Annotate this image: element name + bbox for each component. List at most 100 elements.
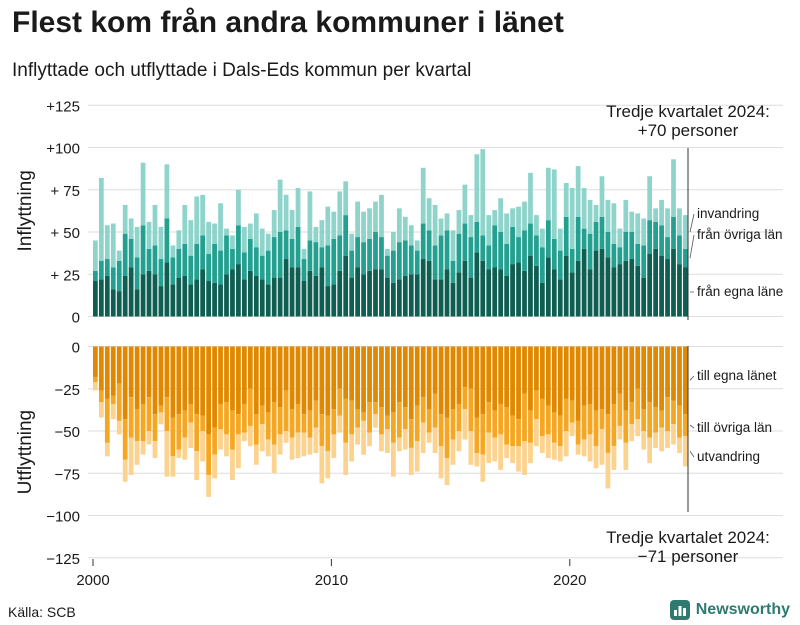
bar-segment	[140, 403, 146, 442]
bar-segment	[617, 425, 623, 440]
page-title: Flest kom från andra kommuner i länet	[12, 6, 564, 39]
bar-segment	[414, 274, 420, 317]
brand-name: Newsworthy	[695, 601, 790, 618]
bar-segment	[194, 243, 200, 280]
bar-segment	[110, 403, 116, 420]
bar-segment	[93, 270, 98, 282]
bar-segment	[93, 281, 98, 317]
bar-segment	[200, 194, 206, 236]
bar-segment	[247, 223, 253, 239]
bar-segment	[343, 398, 349, 443]
bar-segment	[319, 220, 325, 248]
bar-segment	[164, 218, 170, 263]
bar-segment	[277, 232, 283, 278]
bar-segment	[474, 154, 480, 222]
bar-segment	[563, 255, 569, 317]
bar-segment	[343, 346, 349, 399]
bar-segment	[474, 417, 480, 453]
bar-segment	[313, 346, 319, 401]
bar-segment	[277, 179, 283, 232]
bar-segment	[295, 188, 301, 227]
bar-segment	[224, 402, 229, 435]
bar-segment	[379, 194, 384, 238]
bar-segment	[170, 245, 176, 258]
bar-segment	[504, 213, 509, 244]
bar-segment	[158, 412, 164, 425]
bar-segment	[200, 269, 206, 317]
bar-segment	[522, 346, 527, 394]
bar-segment	[575, 260, 581, 317]
bar-segment	[164, 431, 170, 477]
label-leader	[689, 234, 695, 259]
bar-segment	[283, 230, 289, 260]
bar-segment	[677, 208, 682, 236]
bar-segment	[188, 403, 194, 423]
bar-segment	[146, 431, 152, 445]
bar-segment	[617, 346, 623, 394]
bar-segment	[402, 275, 408, 317]
bar-segment	[116, 250, 122, 261]
bar-segment	[623, 199, 629, 232]
bar-segment	[605, 452, 611, 489]
bar-segment	[355, 409, 360, 428]
bar-segment	[575, 346, 581, 421]
y-tick-label: + 75	[50, 183, 80, 200]
bar-segment	[653, 221, 658, 249]
bar-segment	[110, 289, 116, 317]
bar-segment	[355, 237, 360, 268]
bar-segment	[307, 240, 313, 271]
bar-segment	[247, 238, 253, 271]
bar-segment	[593, 346, 599, 411]
bar-segment	[349, 233, 355, 251]
bar-segment	[438, 346, 444, 415]
bar-segment	[355, 201, 360, 238]
bar-segment	[683, 346, 688, 415]
bar-segment	[265, 346, 271, 413]
bar-segment	[271, 346, 277, 403]
y-tick-label: 0	[72, 310, 80, 327]
bar-segment	[408, 447, 414, 475]
bar-segment	[480, 346, 486, 415]
bar-segment	[206, 474, 211, 497]
bar-segment	[504, 407, 509, 445]
bar-segment	[551, 346, 557, 413]
bar-segment	[677, 405, 682, 438]
bar-segment	[540, 228, 545, 248]
bar-segment	[575, 216, 581, 261]
bar-segment	[545, 257, 551, 317]
bar-segment	[373, 346, 378, 403]
bar-segment	[373, 402, 378, 415]
bar-segment	[617, 393, 623, 426]
bar-segment	[605, 414, 611, 453]
bar-segment	[319, 267, 325, 317]
bar-segment	[128, 218, 134, 239]
bar-segment	[152, 274, 158, 317]
bar-segment	[182, 410, 188, 438]
bar-segment	[528, 172, 533, 224]
bar-segment	[563, 398, 569, 431]
bar-segment	[677, 264, 682, 317]
bar-segment	[289, 210, 295, 239]
bar-segment	[468, 277, 474, 317]
bar-segment	[224, 434, 229, 457]
bar-segment	[456, 431, 462, 452]
bar-segment	[289, 437, 295, 460]
bar-segment	[98, 177, 104, 261]
bar-segment	[665, 346, 670, 398]
bar-segment	[140, 274, 146, 317]
bar-segment	[540, 436, 545, 453]
bar-segment	[379, 346, 384, 408]
bar-segment	[516, 346, 521, 420]
bar-segment	[587, 434, 593, 462]
annotation-value: −71 personer	[638, 547, 739, 566]
bar-segment	[319, 346, 325, 415]
bar-segment	[528, 223, 533, 256]
bar-segment	[265, 233, 271, 251]
bar-segment	[259, 255, 265, 280]
bar-segment	[367, 432, 372, 447]
bar-segment	[349, 400, 355, 435]
bar-segment	[444, 346, 450, 418]
bar-segment	[492, 225, 498, 268]
bar-segment	[486, 402, 492, 433]
bar-segment	[242, 226, 247, 253]
